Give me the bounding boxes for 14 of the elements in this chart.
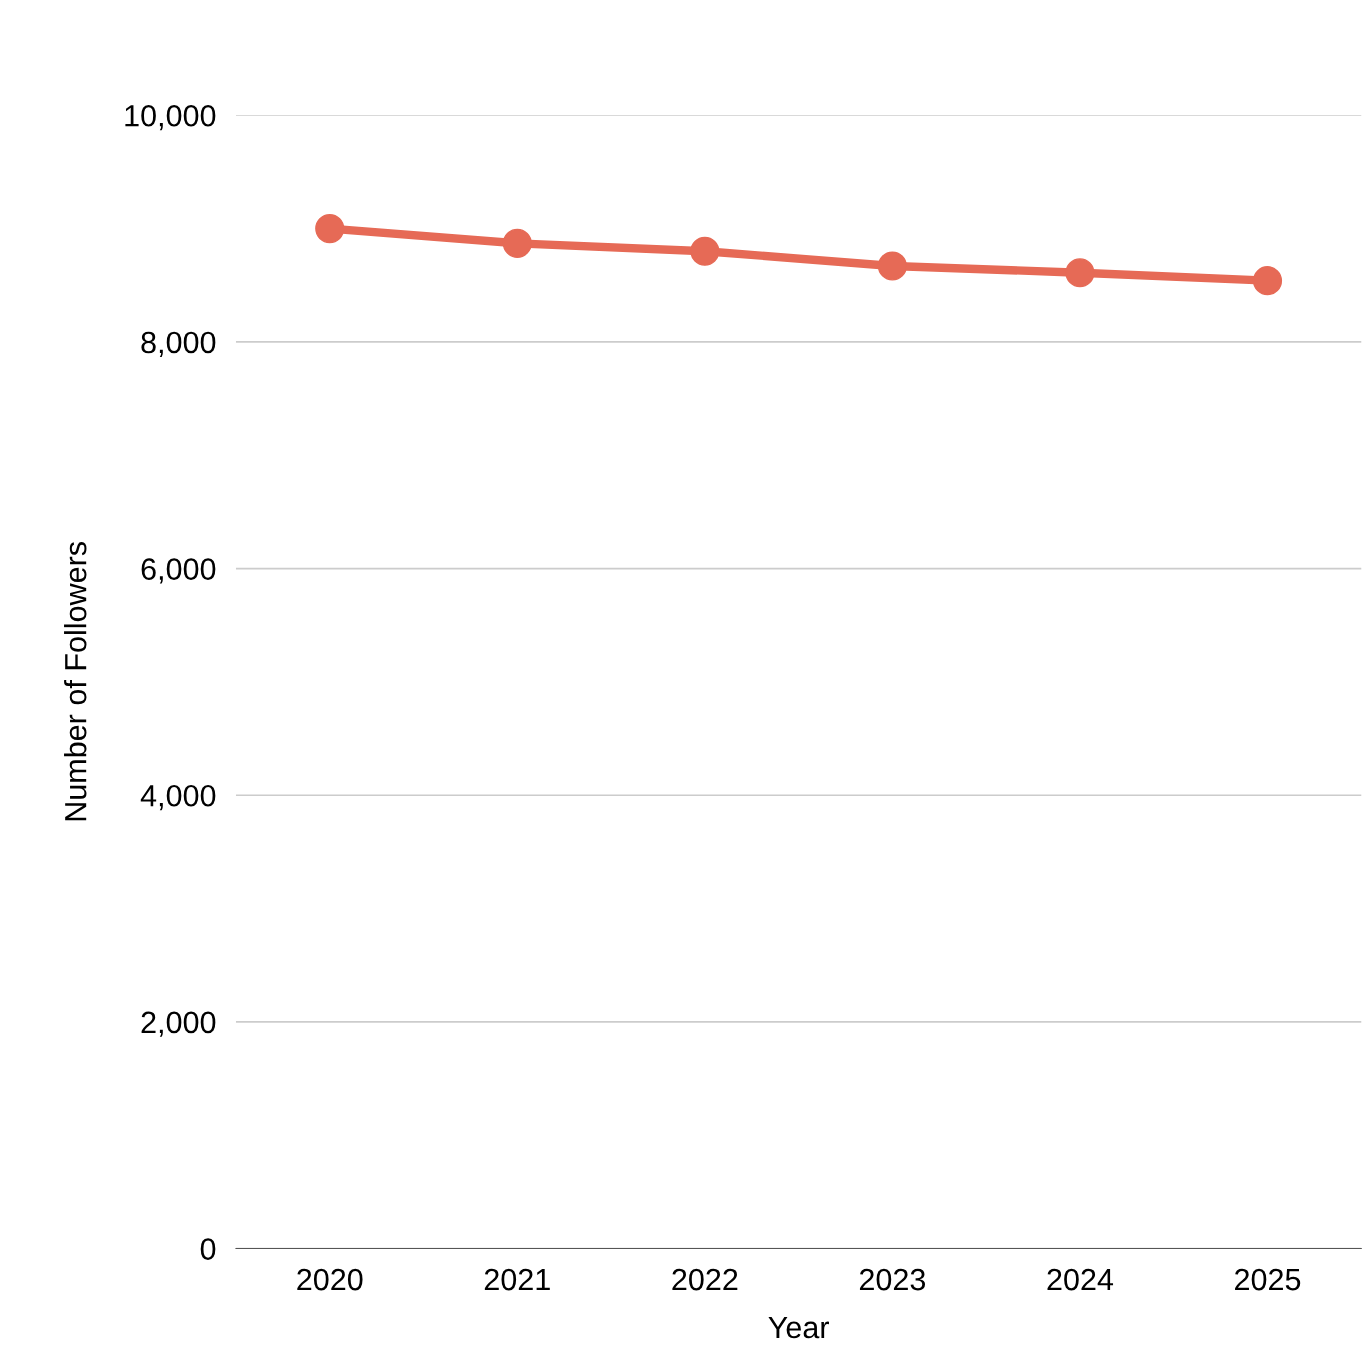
y-tick-label: 4,000 bbox=[140, 784, 216, 811]
x-axis-title: Year bbox=[768, 1317, 829, 1339]
y-tick-label: 0 bbox=[200, 1238, 216, 1260]
x-tick-label: 2020 bbox=[297, 1268, 363, 1291]
y-axis-title: Number of Followers bbox=[64, 542, 87, 821]
y-tick-label: 10,000 bbox=[125, 104, 216, 131]
x-tick-label: 2023 bbox=[859, 1268, 926, 1291]
x-tick-label: 2024 bbox=[1047, 1268, 1114, 1291]
x-tick-label: 2025 bbox=[1235, 1268, 1301, 1291]
x-tick-label: 2022 bbox=[672, 1268, 738, 1291]
x-tick-label: 2021 bbox=[484, 1268, 550, 1291]
y-tick-label: 8,000 bbox=[141, 331, 216, 357]
y-tick-label: 2,000 bbox=[141, 1011, 216, 1037]
y-tick-label: 6,000 bbox=[141, 558, 216, 584]
